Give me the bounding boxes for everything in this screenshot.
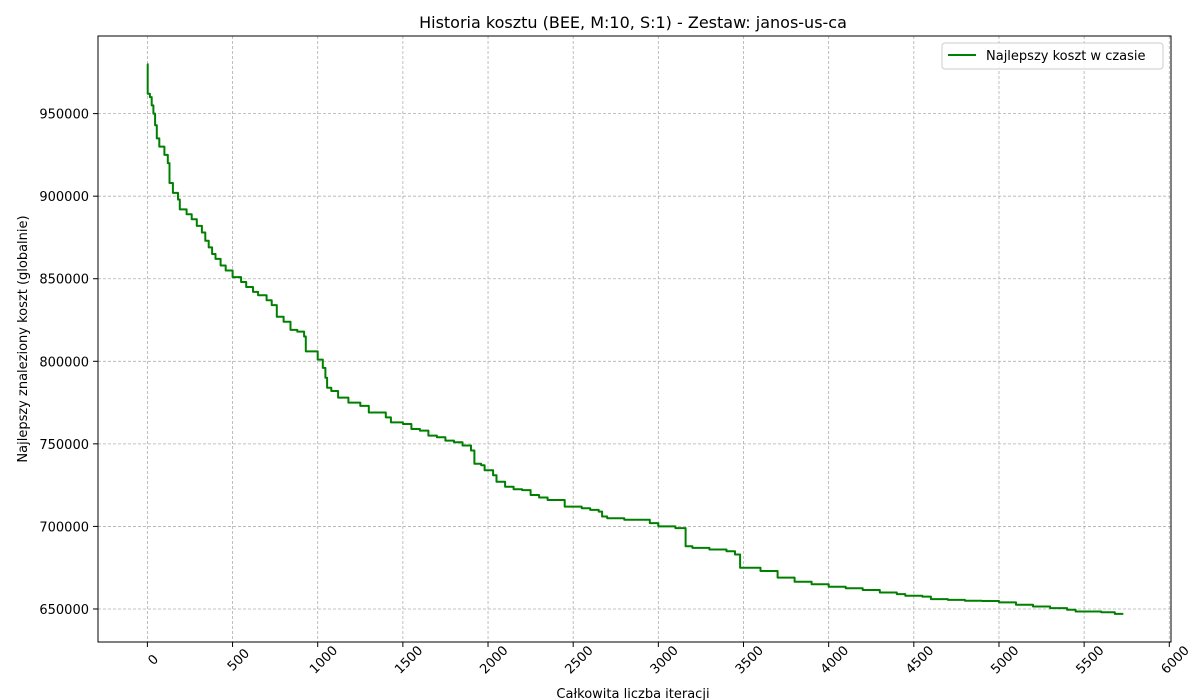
legend-label: Najlepszy koszt w czasie (986, 49, 1146, 64)
y-tick-label: 900000 (39, 190, 89, 205)
x-axis-label: Całkowita liczba iteracji (556, 687, 709, 700)
x-tick-label: 4500 (903, 643, 937, 677)
plot-frame (97, 35, 1172, 643)
x-tick-label: 5000 (988, 643, 1022, 677)
y-axis-label: Najlepszy znaleziony koszt (globalnie) (16, 215, 31, 462)
x-tick-label: 3500 (733, 643, 767, 677)
series-line-best-cost (146, 63, 1124, 615)
x-tick-label: 6000 (1159, 643, 1193, 677)
legend-box (941, 42, 1164, 70)
series-layer (146, 63, 1124, 615)
x-axis: 0 500 1000 1500 2000 2500 3000 3500 4000 4500 5000… (146, 642, 1193, 677)
chart-title: Historia kosztu (BEE, M:10, S:1) - Zesta… (419, 13, 847, 32)
x-tick-label: 4000 (818, 643, 852, 677)
x-tick-label: 3000 (648, 643, 682, 677)
x-tick-label: 5500 (1073, 643, 1107, 677)
y-tick-label: 650000 (39, 603, 89, 618)
y-tick-label: 750000 (39, 438, 89, 453)
y-tick-label: 850000 (39, 273, 89, 288)
x-tick-label: 0 (146, 652, 162, 668)
y-tick-label: 700000 (39, 520, 89, 535)
y-axis: 650000 700000 750000 800000 850000 900000 9500… (39, 108, 98, 618)
x-tick-label: 500 (225, 646, 253, 674)
x-tick-label: 1000 (307, 643, 341, 677)
x-tick-label: 1500 (392, 643, 426, 677)
grid-layer (98, 36, 1171, 642)
legend: Najlepszy koszt w czasie (941, 42, 1164, 70)
y-tick-label: 950000 (39, 108, 89, 123)
x-tick-label: 2500 (563, 643, 597, 677)
y-tick-label: 800000 (39, 355, 89, 370)
x-tick-label: 2000 (477, 643, 511, 677)
